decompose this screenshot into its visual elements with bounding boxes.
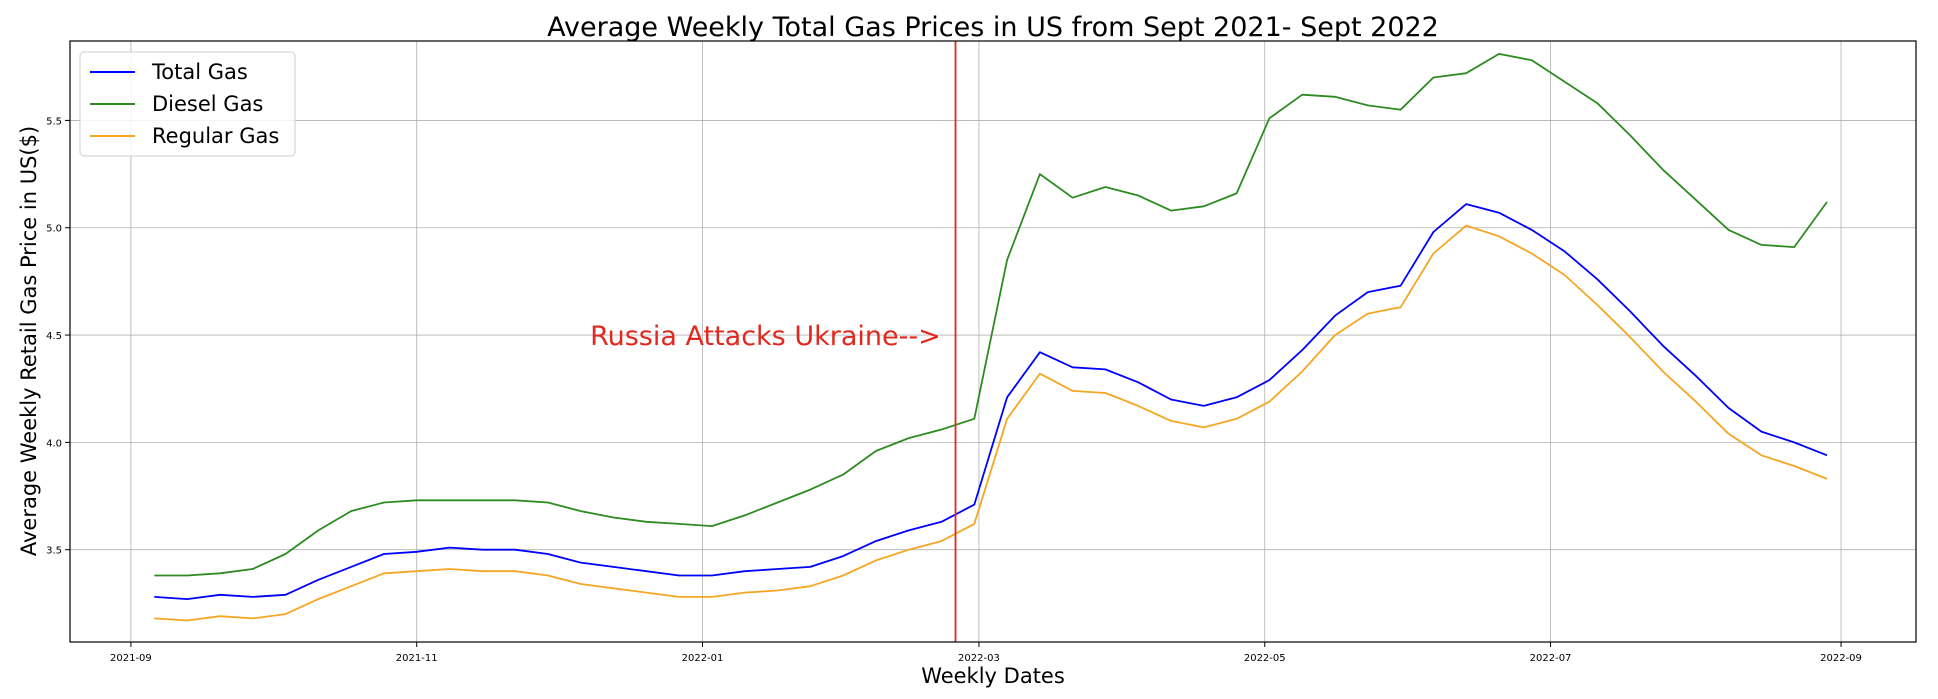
- annotation-russia-attacks-ukraine: Russia Attacks Ukraine-->: [590, 321, 941, 352]
- x-tick-label: 2022-01: [682, 653, 724, 664]
- legend-label: Regular Gas: [152, 124, 279, 148]
- legend-label: Diesel Gas: [152, 92, 263, 116]
- y-tick-label: 4.5: [46, 331, 62, 342]
- legend-box: [79, 51, 296, 157]
- y-tick-label: 4.0: [46, 438, 62, 449]
- series-line-diesel-gas: [154, 53, 1828, 577]
- x-tick-label: 2021-09: [110, 653, 152, 664]
- x-tick-label: 2022-05: [1244, 653, 1286, 664]
- series-lines: [154, 53, 1828, 622]
- legend-label: Total Gas: [151, 60, 248, 84]
- y-tick-label: 5.5: [46, 116, 62, 127]
- x-tick-label: 2022-07: [1530, 653, 1572, 664]
- x-tick-label: 2021-11: [396, 653, 438, 664]
- y-tick-label: 5.0: [46, 224, 62, 235]
- chart-title: Average Weekly Total Gas Prices in US fr…: [547, 12, 1439, 43]
- plot-area-frame: [69, 40, 1917, 643]
- series-line-regular-gas: [154, 224, 1828, 622]
- x-tick-label: 2022-09: [1820, 653, 1862, 664]
- grid: [70, 41, 1916, 642]
- x-tick-label: 2022-03: [958, 653, 1000, 664]
- y-axis-label: Average Weekly Retail Gas Price in US($): [17, 126, 41, 556]
- legend: Total Gas Diesel Gas Regular Gas: [79, 51, 296, 157]
- axis-ticks: 2021-09 2021-11 2022-01 2022-03 2022-05 2022-…: [46, 116, 1862, 664]
- series-line-total-gas: [154, 203, 1828, 600]
- y-tick-label: 3.5: [46, 546, 62, 557]
- x-axis-label: Weekly Dates: [921, 664, 1065, 688]
